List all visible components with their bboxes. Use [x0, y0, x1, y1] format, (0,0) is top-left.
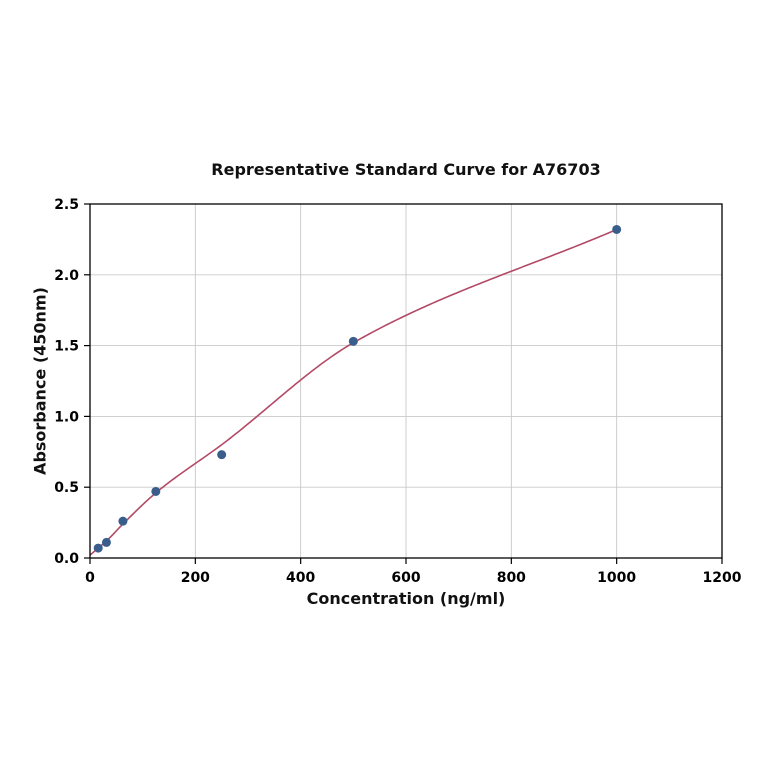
- x-tick-label: 800: [497, 570, 526, 586]
- x-tick-label: 400: [286, 570, 315, 586]
- x-tick-label: 0: [85, 570, 95, 586]
- y-tick-label: 1.0: [54, 409, 79, 425]
- x-tick-label: 1200: [703, 570, 742, 586]
- data-point: [217, 450, 227, 460]
- y-tick-label: 2.5: [54, 197, 79, 213]
- x-tick-label: 600: [391, 570, 420, 586]
- y-tick-label: 0.0: [54, 551, 79, 567]
- y-tick-label: 2.0: [54, 268, 79, 284]
- x-axis-label: Concentration (ng/ml): [306, 589, 506, 608]
- data-point: [348, 336, 358, 346]
- chart-title: Representative Standard Curve for A76703: [211, 160, 601, 179]
- data-point: [151, 486, 161, 496]
- y-tick-label: 1.5: [54, 339, 79, 355]
- data-point: [612, 224, 622, 234]
- data-point: [101, 537, 111, 547]
- data-point: [93, 543, 103, 553]
- fit-curve-line: [89, 228, 617, 556]
- x-tick-label: 200: [181, 570, 210, 586]
- y-tick-label: 0.5: [54, 480, 79, 496]
- x-tick-label: 1000: [597, 570, 636, 586]
- data-point: [118, 516, 128, 526]
